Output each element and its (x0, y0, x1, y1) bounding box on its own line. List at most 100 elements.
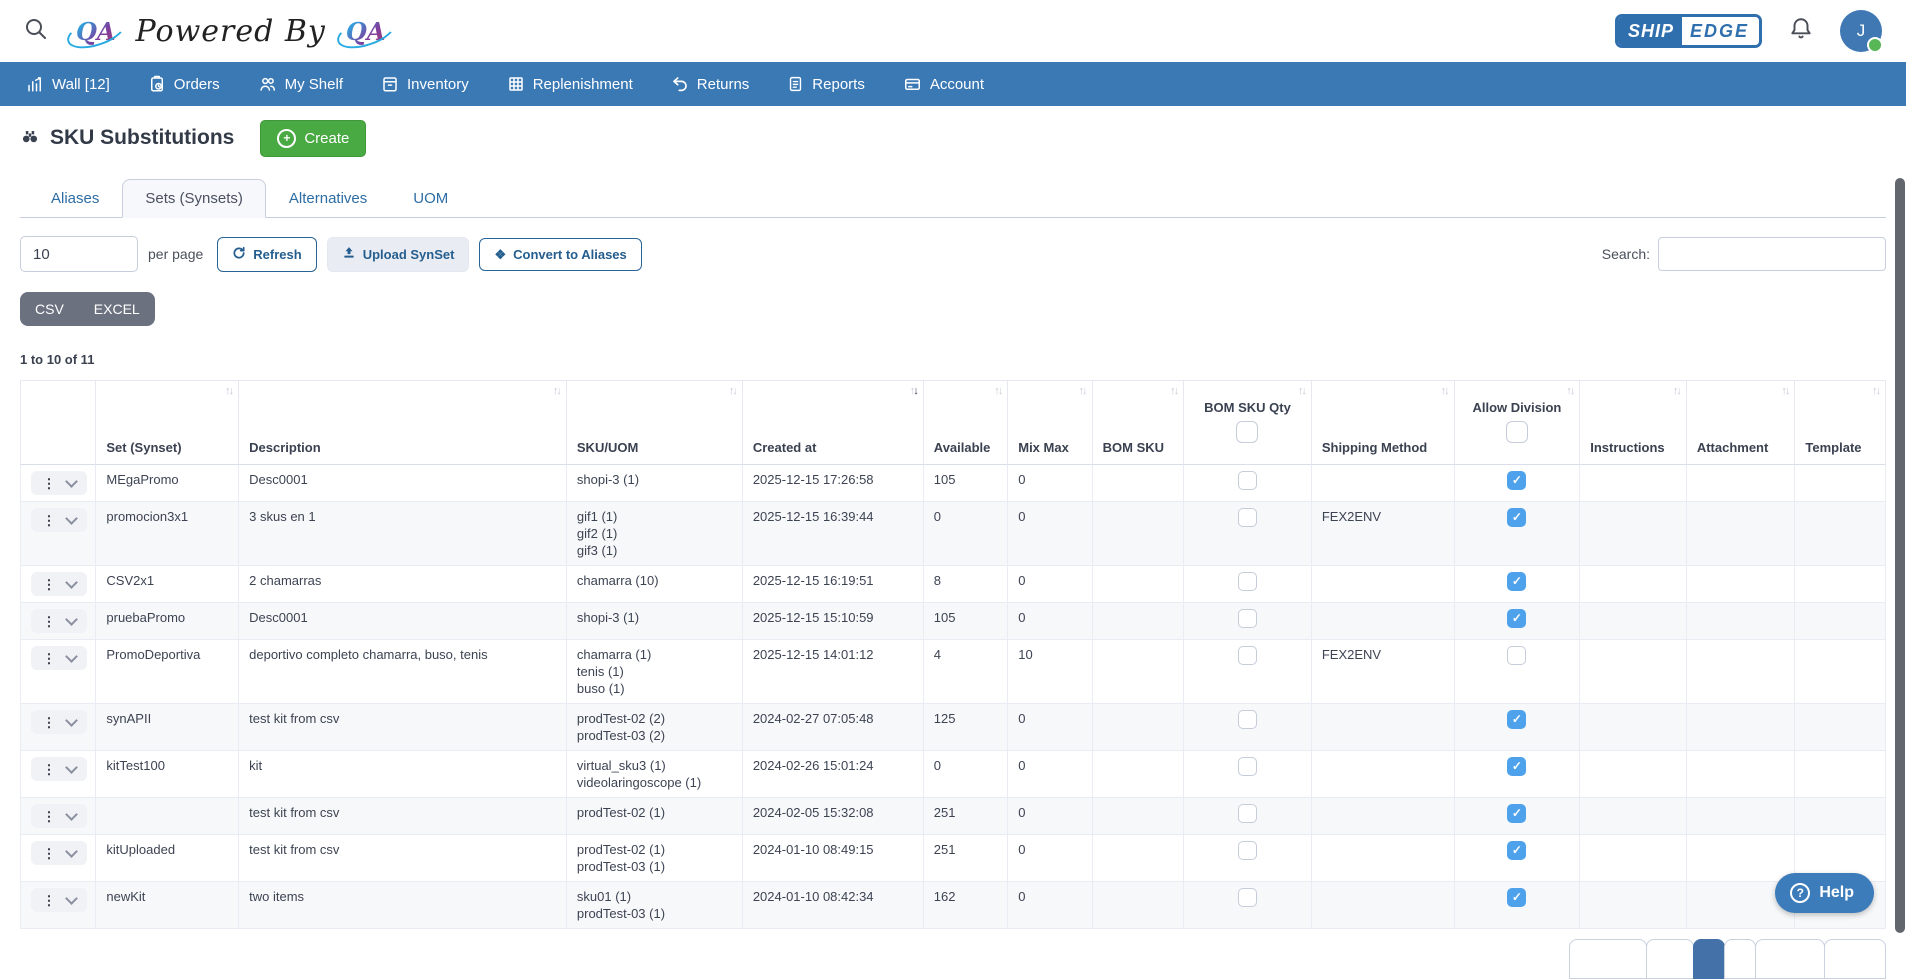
upload-synset-button[interactable]: Upload SynSet (326, 236, 470, 272)
tab-uom[interactable]: UOM (413, 190, 449, 207)
kebab-menu-icon[interactable]: ⋮ (42, 808, 56, 824)
row-actions-expander[interactable]: ⋮ (31, 710, 87, 734)
bom-sku-qty-checkbox[interactable] (1237, 888, 1257, 907)
nav-item-orders[interactable]: Orders (148, 75, 220, 93)
nav-item-my-shelf[interactable]: My Shelf (258, 75, 343, 93)
kebab-menu-icon[interactable]: ⋮ (42, 761, 56, 777)
kebab-menu-icon[interactable]: ⋮ (42, 576, 56, 592)
chevron-down-icon[interactable] (64, 844, 78, 858)
tab-alternatives[interactable]: Alternatives (288, 190, 368, 207)
kebab-menu-icon[interactable]: ⋮ (42, 714, 56, 730)
vertical-scrollbar[interactable] (1895, 178, 1905, 933)
pagination-cell[interactable] (1569, 939, 1647, 979)
row-actions-expander[interactable]: ⋮ (31, 609, 87, 633)
bom-sku-qty-checkbox[interactable] (1237, 710, 1257, 729)
sort-arrows-icon[interactable]: ↑↓ (909, 385, 919, 397)
pagination-cell[interactable] (1755, 939, 1825, 979)
search-icon[interactable] (24, 17, 48, 46)
per-page-input[interactable] (20, 236, 138, 272)
bom-sku-qty-checkbox[interactable] (1237, 804, 1257, 823)
bom-sku-qty-checkbox[interactable] (1237, 572, 1257, 591)
column-header-mix-max[interactable]: ↑↓ Mix Max (1007, 380, 1092, 465)
chevron-down-icon[interactable] (64, 807, 78, 821)
row-actions-expander[interactable]: ⋮ (31, 508, 87, 532)
column-header-created-at[interactable]: ↑↓ Created at (741, 380, 923, 465)
kebab-menu-icon[interactable]: ⋮ (42, 845, 56, 861)
sort-arrows-icon[interactable]: ↑↓ (552, 385, 562, 397)
search-input[interactable] (1658, 237, 1886, 271)
tab-aliases[interactable]: Aliases (51, 190, 100, 207)
column-header-bom-sku[interactable]: ↑↓ BOM SKU (1091, 380, 1184, 465)
sort-arrows-icon[interactable]: ↑↓ (1440, 385, 1450, 397)
column-header-instructions[interactable]: ↑↓ Instructions (1579, 380, 1686, 465)
bom-sku-qty-checkbox[interactable] (1237, 609, 1257, 628)
bom-sku-qty-checkbox[interactable] (1237, 471, 1257, 490)
column-header-template[interactable]: ↑↓ Template (1794, 380, 1886, 465)
bom-sku-qty-checkbox[interactable] (1237, 757, 1257, 776)
allow-division-checkbox[interactable] (1507, 508, 1527, 527)
tab-sets-synsets[interactable]: Sets (Synsets) (122, 179, 266, 218)
pagination-cell[interactable] (1824, 939, 1886, 979)
nav-item-replenishment[interactable]: Replenishment (507, 75, 633, 93)
column-header-attachment[interactable]: ↑↓ Attachment (1685, 380, 1795, 465)
column-header-available[interactable]: ↑↓ Available (922, 380, 1008, 465)
notification-bell-icon[interactable] (1788, 16, 1814, 47)
column-header-set-synset-[interactable]: ↑↓ Set (Synset) (95, 380, 239, 465)
sort-arrows-icon[interactable]: ↑↓ (1566, 385, 1575, 397)
row-actions-expander[interactable]: ⋮ (31, 646, 87, 670)
bom-sku-qty-checkbox[interactable] (1237, 646, 1257, 665)
allow-division-checkbox[interactable] (1507, 757, 1527, 776)
sort-arrows-icon[interactable]: ↑↓ (728, 385, 738, 397)
chevron-down-icon[interactable] (64, 760, 78, 774)
csv-export-button[interactable]: CSV (20, 292, 79, 326)
sort-arrows-icon[interactable]: ↑↓ (1297, 385, 1307, 397)
chevron-down-icon[interactable] (64, 474, 78, 488)
allow-division-checkbox[interactable] (1507, 841, 1527, 860)
sort-arrows-icon[interactable]: ↑↓ (1170, 385, 1179, 397)
bom-sku-qty-checkbox[interactable] (1237, 841, 1257, 860)
chevron-down-icon[interactable] (64, 612, 78, 626)
excel-export-button[interactable]: EXCEL (79, 292, 155, 326)
chevron-down-icon[interactable] (64, 511, 78, 525)
kebab-menu-icon[interactable]: ⋮ (42, 613, 56, 629)
column-header-allow-division[interactable]: ↑↓ Allow Division (1453, 380, 1580, 465)
sort-arrows-icon[interactable]: ↑↓ (1672, 385, 1682, 397)
pagination-active-page[interactable] (1693, 939, 1725, 979)
select-all-checkbox[interactable] (1236, 420, 1259, 443)
nav-item-reports[interactable]: Reports (787, 75, 865, 93)
row-actions-expander[interactable]: ⋮ (31, 757, 87, 781)
nav-item-inventory[interactable]: Inventory (381, 75, 469, 93)
bom-sku-qty-checkbox[interactable] (1237, 508, 1257, 527)
select-all-checkbox[interactable] (1505, 420, 1528, 443)
convert-to-aliases-button[interactable]: ❖ Convert to Aliases (479, 237, 642, 271)
kebab-menu-icon[interactable]: ⋮ (42, 650, 56, 666)
row-actions-expander[interactable]: ⋮ (31, 804, 87, 828)
allow-division-checkbox[interactable] (1507, 609, 1527, 628)
row-actions-expander[interactable]: ⋮ (31, 471, 87, 495)
chevron-down-icon[interactable] (64, 713, 78, 727)
create-button[interactable]: + Create (260, 119, 367, 157)
avatar[interactable]: J (1840, 10, 1883, 53)
nav-item-account[interactable]: Account (903, 75, 984, 93)
chevron-down-icon[interactable] (64, 891, 78, 905)
row-actions-expander[interactable]: ⋮ (31, 841, 87, 865)
column-header-sku-uom[interactable]: ↑↓ SKU/UOM (565, 380, 742, 465)
sort-arrows-icon[interactable]: ↑↓ (225, 385, 234, 397)
sort-arrows-icon[interactable]: ↑↓ (1078, 385, 1088, 397)
chevron-down-icon[interactable] (64, 649, 78, 663)
allow-division-checkbox[interactable] (1507, 646, 1527, 665)
refresh-button[interactable]: Refresh (217, 236, 317, 272)
column-header-shipping-method[interactable]: ↑↓ Shipping Method (1310, 380, 1454, 465)
column-header-description[interactable]: ↑↓ Description (238, 380, 566, 465)
kebab-menu-icon[interactable]: ⋮ (42, 892, 56, 908)
nav-item-wall[interactable]: Wall [12] (26, 75, 110, 93)
row-actions-expander[interactable]: ⋮ (31, 572, 87, 596)
nav-item-returns[interactable]: Returns (671, 75, 749, 93)
allow-division-checkbox[interactable] (1507, 471, 1527, 490)
row-actions-expander[interactable]: ⋮ (31, 888, 87, 912)
sort-arrows-icon[interactable]: ↑↓ (1781, 385, 1790, 397)
kebab-menu-icon[interactable]: ⋮ (42, 512, 56, 528)
sort-arrows-icon[interactable]: ↑↓ (1872, 385, 1881, 397)
allow-division-checkbox[interactable] (1507, 888, 1527, 907)
allow-division-checkbox[interactable] (1507, 710, 1527, 729)
